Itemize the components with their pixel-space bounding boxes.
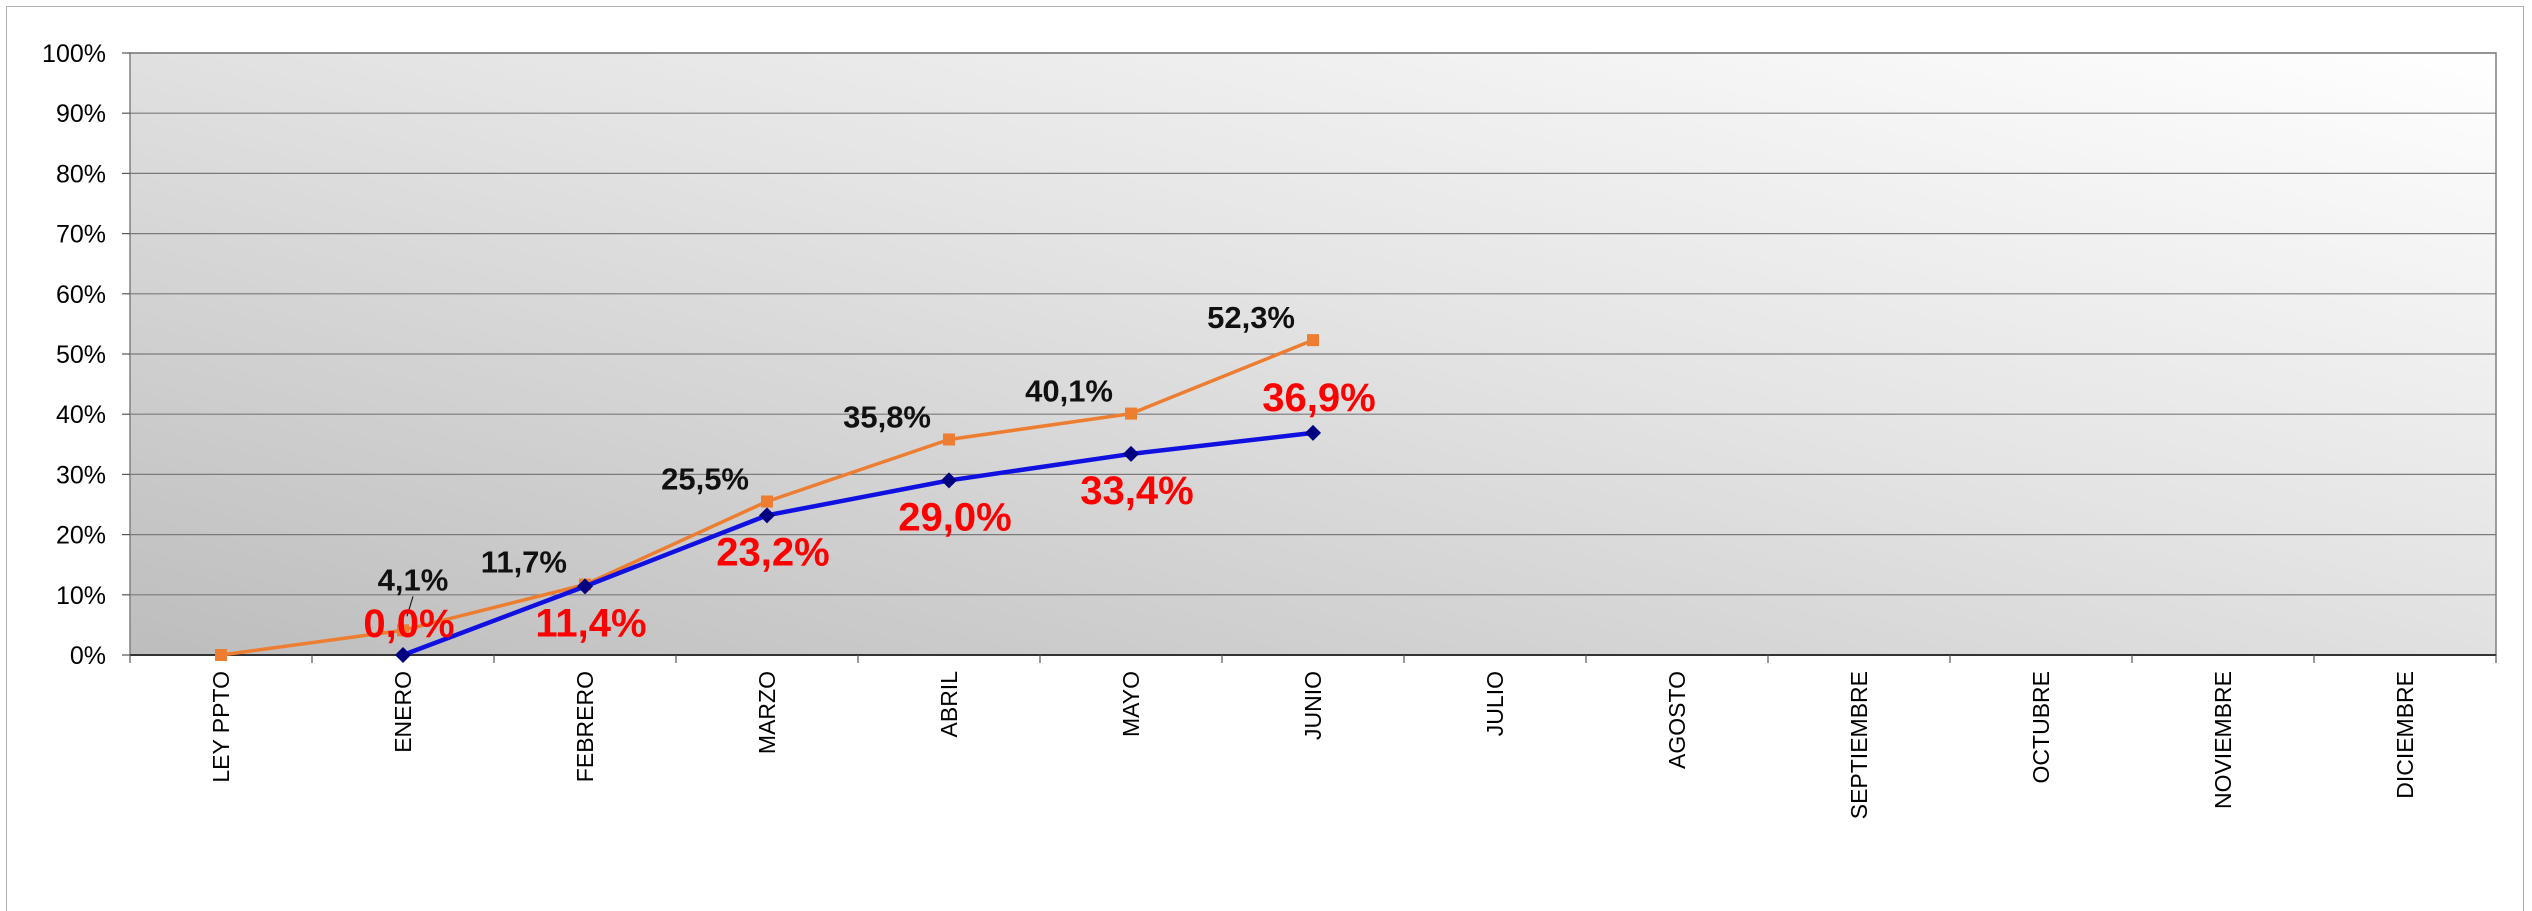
data-point-diamond <box>1305 424 1321 441</box>
y-tick-label: 40% <box>56 401 106 429</box>
data-label: 11,4% <box>535 601 646 645</box>
x-tick-label: OCTUBRE <box>2028 671 2054 783</box>
data-label: 25,5% <box>661 461 749 496</box>
data-label: 40,1% <box>1025 374 1113 409</box>
y-tick-label: 10% <box>56 582 106 610</box>
data-point-square <box>761 495 773 508</box>
y-tick-label: 60% <box>56 281 106 309</box>
data-label: 11,7% <box>481 545 567 580</box>
x-tick-label: JUNIO <box>1300 671 1326 740</box>
data-point-diamond <box>577 578 593 595</box>
series-line <box>402 430 1314 658</box>
data-point-square <box>215 649 227 661</box>
data-labels: 4,1% 11,7% 25,5% 35,8% 40,1% 52,3% 0,0% 11,4% 23… <box>363 300 1375 646</box>
y-axis: 0% 10% 20% 30% 40% 50% 60% 70% 80% 90% 100% <box>42 40 130 670</box>
data-label: 52,3% <box>1207 300 1295 335</box>
data-point-square <box>1307 334 1319 347</box>
data-point-diamond <box>941 472 957 489</box>
y-tick-label: 70% <box>56 221 106 249</box>
y-tick-label: 20% <box>56 522 106 550</box>
data-label: 29,0% <box>898 495 1011 539</box>
x-tick-label: FEBRERO <box>572 671 598 782</box>
data-point-diamond <box>759 507 775 524</box>
x-tick-label: NOVIEMBRE <box>2210 671 2236 809</box>
data-point-square <box>1125 407 1137 420</box>
x-tick-label: ABRIL <box>936 671 962 738</box>
x-tick-label: LEY PPTO <box>208 671 234 783</box>
x-tick-label: AGOSTO <box>1664 671 1690 769</box>
data-point-diamond <box>1123 445 1139 462</box>
data-label: 33,4% <box>1080 469 1193 513</box>
gridlines <box>130 52 2496 596</box>
x-tick-label: JULIO <box>1482 671 1508 736</box>
y-tick-label: 90% <box>56 100 106 128</box>
data-label: 0,0% <box>363 602 454 646</box>
x-tick-label: ENERO <box>390 671 416 753</box>
x-tick-label: DICIEMBRE <box>2392 671 2418 799</box>
label-leader-line <box>406 596 414 617</box>
x-axis: LEY PPTO ENERO FEBRERO MARZO ABRIL MAYO JUNIO J… <box>129 654 2497 819</box>
data-label: 35,8% <box>843 399 931 434</box>
x-tick-label: MAYO <box>1118 671 1144 737</box>
data-point-square <box>397 624 409 637</box>
x-tick-label: MARZO <box>754 671 780 754</box>
series-group <box>215 334 1321 663</box>
data-label: 4,1% <box>378 562 449 597</box>
x-tick-label: SEPTIEMBRE <box>1846 671 1872 819</box>
data-label: 36,9% <box>1262 376 1375 420</box>
y-tick-label: 100% <box>42 40 106 68</box>
data-label: 23,2% <box>716 530 829 574</box>
y-tick-label: 50% <box>56 341 106 369</box>
data-point-diamond <box>395 647 411 663</box>
y-tick-label: 0% <box>70 642 106 670</box>
data-point-square <box>943 433 955 446</box>
y-tick-label: 30% <box>56 461 106 489</box>
y-tick-label: 80% <box>56 160 106 188</box>
